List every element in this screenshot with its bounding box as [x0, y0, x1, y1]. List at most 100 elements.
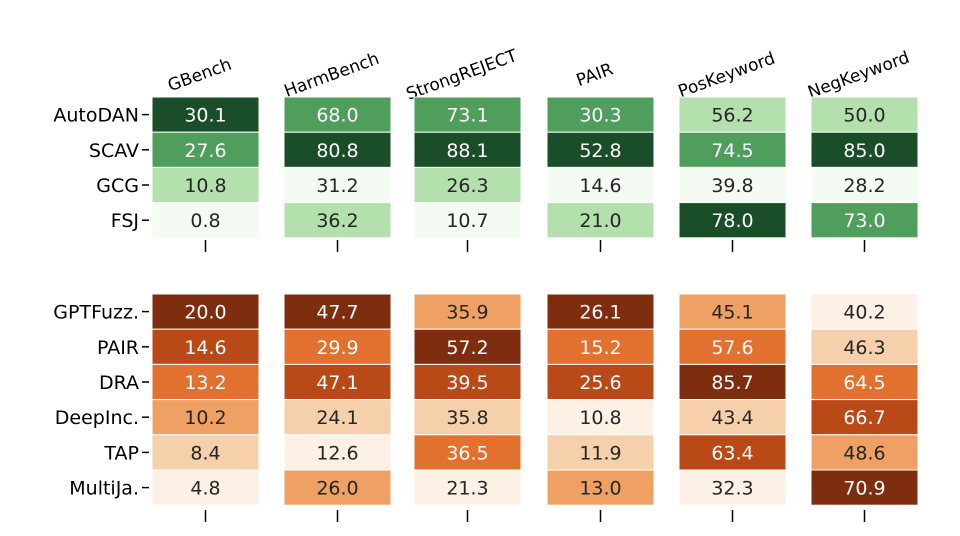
- cell-value: 24.1: [316, 407, 358, 429]
- heatmap-cell: [678, 399, 787, 436]
- cell-value: 0.8: [190, 210, 220, 232]
- cell-value: 52.8: [579, 140, 621, 162]
- cell-value: 10.8: [579, 407, 621, 429]
- cell-value: 85.7: [711, 372, 753, 394]
- cell-value: 25.6: [579, 372, 621, 394]
- heatmap-cell: [810, 202, 919, 239]
- cell-value: 85.0: [843, 140, 885, 162]
- cell-value: 50.0: [843, 105, 885, 127]
- cell-value: 20.0: [184, 302, 226, 324]
- cell-value: 32.3: [711, 478, 753, 500]
- heatmap-cell: [283, 202, 392, 239]
- heatmap-cell: [413, 434, 522, 471]
- row-label: SCAV: [89, 140, 139, 162]
- cell-value: 29.9: [316, 337, 358, 359]
- cell-value: 35.9: [446, 302, 488, 324]
- cell-value: 39.5: [446, 372, 488, 394]
- cell-value: 57.6: [711, 337, 753, 359]
- heatmap-cell: [151, 363, 260, 401]
- cell-value: 11.9: [579, 442, 621, 464]
- cell-value: 31.2: [316, 175, 358, 197]
- heatmap-cell: [283, 166, 392, 204]
- cell-value: 26.3: [446, 175, 488, 197]
- heatmap-cell: [810, 363, 919, 401]
- cell-value: 21.3: [446, 478, 488, 500]
- heatmap-cell: [151, 202, 260, 239]
- cell-value: 26.1: [579, 302, 621, 324]
- cell-value: 78.0: [711, 210, 753, 232]
- cell-value: 47.7: [316, 302, 358, 324]
- heatmap-cell: [810, 166, 919, 204]
- cell-value: 35.8: [446, 407, 488, 429]
- column-label: PosKeyword: [676, 49, 778, 103]
- cell-value: 47.1: [316, 372, 358, 394]
- heatmap-cell: [810, 469, 919, 506]
- cell-value: 68.0: [316, 105, 358, 127]
- heatmap-cell: [546, 202, 655, 239]
- heatmap-cell: [678, 131, 787, 168]
- cell-value: 74.5: [711, 140, 753, 162]
- cell-value: 21.0: [579, 210, 621, 232]
- row-label: PAIR: [97, 337, 139, 359]
- cell-value: 14.6: [579, 175, 621, 197]
- column-label: NegKeyword: [805, 48, 912, 103]
- cell-value: 10.7: [446, 210, 488, 232]
- cell-value: 45.1: [711, 302, 753, 324]
- heatmap-cell: [413, 166, 522, 204]
- heatmap-cell: [546, 166, 655, 204]
- heatmap-cell: [546, 328, 655, 365]
- heatmap-cell: [810, 399, 919, 436]
- heatmap-cell: [151, 399, 260, 436]
- cell-value: 48.6: [843, 442, 885, 464]
- cell-value: 28.2: [843, 175, 885, 197]
- heatmap-cell: [413, 363, 522, 401]
- heatmap-cell: [413, 469, 522, 506]
- heatmap-cell: [151, 131, 260, 168]
- row-label: AutoDAN: [53, 105, 139, 127]
- cell-value: 36.2: [316, 210, 358, 232]
- cell-value: 27.6: [184, 140, 226, 162]
- cell-value: 70.9: [843, 478, 885, 500]
- heatmap-cell: [546, 96, 655, 133]
- heatmap-cell: [283, 469, 392, 506]
- cell-value: 15.2: [579, 337, 621, 359]
- heatmap-cell: [678, 293, 787, 330]
- row-label: FSJ: [111, 210, 139, 232]
- heatmap-cell: [678, 363, 787, 401]
- column-label: GBench: [165, 55, 234, 96]
- heatmap-cell: [546, 469, 655, 506]
- heatmap-cell: [283, 96, 392, 133]
- column-label: PAIR: [574, 59, 616, 91]
- column-label: StrongREJECT: [404, 46, 521, 105]
- heatmap-cell: [546, 293, 655, 330]
- row-label: GCG: [96, 175, 139, 197]
- cell-value: 56.2: [711, 105, 753, 127]
- row-label: TAP: [103, 442, 139, 464]
- cell-value: 80.8: [316, 140, 358, 162]
- heatmap-cell: [678, 328, 787, 365]
- heatmap-cell: [810, 96, 919, 133]
- heatmap-cell: [678, 434, 787, 471]
- heatmap-cell: [413, 399, 522, 436]
- cell-value: 14.6: [184, 337, 226, 359]
- cell-value: 64.5: [843, 372, 885, 394]
- heatmap-cell: [283, 434, 392, 471]
- cell-value: 8.4: [190, 442, 220, 464]
- heatmap-cell: [810, 328, 919, 365]
- cell-value: 46.3: [843, 337, 885, 359]
- cell-value: 39.8: [711, 175, 753, 197]
- cell-value: 13.0: [579, 478, 621, 500]
- cell-value: 4.8: [190, 478, 220, 500]
- cell-value: 30.1: [184, 105, 226, 127]
- cell-value: 10.2: [184, 407, 226, 429]
- heatmap-cell: [413, 293, 522, 330]
- heatmap-cell: [283, 328, 392, 365]
- cell-value: 73.0: [843, 210, 885, 232]
- cell-value: 88.1: [446, 140, 488, 162]
- cell-value: 30.3: [579, 105, 621, 127]
- heatmap-cell: [678, 469, 787, 506]
- heatmap-cell: [678, 202, 787, 239]
- cell-value: 57.2: [446, 337, 488, 359]
- cell-value: 40.2: [843, 302, 885, 324]
